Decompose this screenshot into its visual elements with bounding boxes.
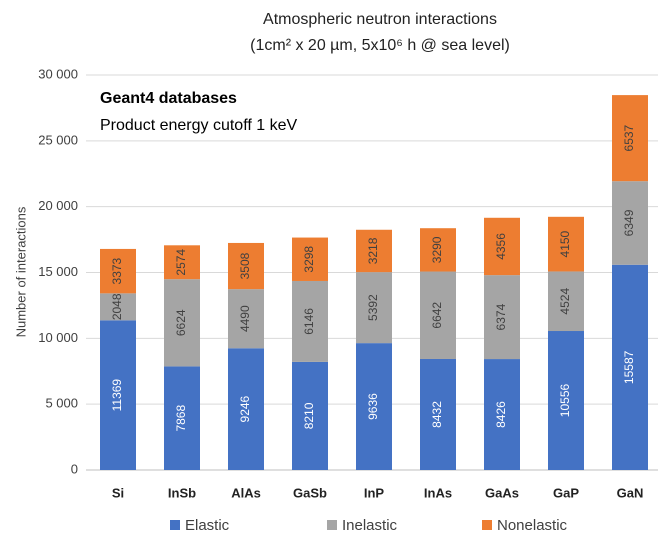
bar-segment bbox=[612, 181, 648, 265]
data-label: 6537 bbox=[622, 124, 636, 151]
data-label: 6146 bbox=[302, 308, 316, 335]
bar-segment bbox=[356, 272, 392, 344]
bar-segment bbox=[292, 361, 328, 470]
bar-segment bbox=[548, 271, 584, 332]
annotation: Geant4 databases bbox=[100, 90, 237, 107]
x-tick-label: InAs bbox=[424, 485, 452, 500]
bar-segment bbox=[548, 216, 584, 272]
x-tick-label: GaP bbox=[553, 485, 579, 500]
x-tick-label: AlAs bbox=[231, 485, 261, 500]
bar-segment bbox=[420, 228, 456, 272]
bar-segment bbox=[100, 248, 136, 294]
bar-segment bbox=[612, 264, 648, 470]
data-label: 3290 bbox=[430, 236, 444, 263]
bar-segment bbox=[164, 279, 200, 367]
bar-segment bbox=[612, 95, 648, 182]
data-label: 6349 bbox=[622, 209, 636, 236]
data-label: 8426 bbox=[494, 401, 508, 428]
bar-segment bbox=[548, 331, 584, 470]
bar-segment bbox=[484, 275, 520, 360]
chart-title: Atmospheric neutron interactions bbox=[263, 11, 497, 28]
y-axis-label: Number of interactions bbox=[13, 206, 28, 337]
y-tick-label: 10 000 bbox=[38, 330, 78, 345]
y-tick-label: 30 000 bbox=[38, 66, 78, 81]
data-label: 10556 bbox=[558, 383, 572, 417]
annotation: Product energy cutoff 1 keV bbox=[100, 117, 297, 134]
data-label: 15587 bbox=[622, 350, 636, 384]
data-label: 3298 bbox=[302, 246, 316, 273]
legend-label: Inelastic bbox=[342, 517, 398, 534]
data-label: 3218 bbox=[366, 237, 380, 264]
data-label: 3373 bbox=[110, 257, 124, 284]
bar-segment bbox=[164, 245, 200, 280]
x-tick-label: Si bbox=[112, 485, 124, 500]
legend-label: Nonelastic bbox=[497, 517, 568, 534]
bar-segment bbox=[356, 343, 392, 470]
legend-swatch bbox=[482, 520, 492, 530]
data-label: 9246 bbox=[238, 395, 252, 422]
bar-segment bbox=[292, 237, 328, 281]
bar-segment bbox=[228, 289, 264, 349]
data-label: 8210 bbox=[302, 402, 316, 429]
data-label: 6624 bbox=[174, 309, 188, 336]
y-tick-label: 0 bbox=[71, 461, 78, 476]
bar-segment bbox=[228, 348, 264, 470]
x-tick-label: GaN bbox=[617, 485, 644, 500]
legend-swatch bbox=[170, 520, 180, 530]
bar-segment bbox=[484, 217, 520, 276]
data-label: 3508 bbox=[238, 252, 252, 279]
data-label: 2048 bbox=[110, 293, 124, 320]
data-label: 9636 bbox=[366, 393, 380, 420]
data-label: 4150 bbox=[558, 230, 572, 257]
bar-segment bbox=[420, 358, 456, 470]
bar-segment bbox=[100, 320, 136, 470]
data-label: 6642 bbox=[430, 302, 444, 329]
bar-segment bbox=[100, 293, 136, 321]
x-tick-label: InSb bbox=[168, 485, 196, 500]
x-tick-label: GaSb bbox=[293, 485, 327, 500]
data-label: 5392 bbox=[366, 294, 380, 321]
legend-label: Elastic bbox=[185, 517, 230, 534]
bar-segment bbox=[420, 271, 456, 359]
bar-segment bbox=[228, 242, 264, 290]
bar-segment bbox=[164, 366, 200, 470]
legend-swatch bbox=[327, 520, 337, 530]
bar-segment bbox=[292, 280, 328, 362]
y-tick-label: 5 000 bbox=[45, 396, 78, 411]
bar-segment bbox=[356, 229, 392, 273]
y-tick-label: 15 000 bbox=[38, 264, 78, 279]
x-tick-label: GaAs bbox=[485, 485, 519, 500]
y-tick-label: 20 000 bbox=[38, 198, 78, 213]
data-label: 6374 bbox=[494, 303, 508, 330]
chart-subtitle: (1cm² x 20 µm, 5x10⁶ h @ sea level) bbox=[250, 37, 510, 54]
x-tick-label: InP bbox=[364, 485, 385, 500]
data-label: 8432 bbox=[430, 401, 444, 428]
y-tick-label: 25 000 bbox=[38, 132, 78, 147]
data-label: 11369 bbox=[110, 379, 124, 412]
data-label: 7868 bbox=[174, 405, 188, 432]
bar-segment bbox=[484, 359, 520, 470]
data-label: 4524 bbox=[558, 288, 572, 315]
data-label: 4356 bbox=[494, 233, 508, 260]
data-label: 4490 bbox=[238, 305, 252, 332]
data-label: 2574 bbox=[174, 249, 188, 276]
